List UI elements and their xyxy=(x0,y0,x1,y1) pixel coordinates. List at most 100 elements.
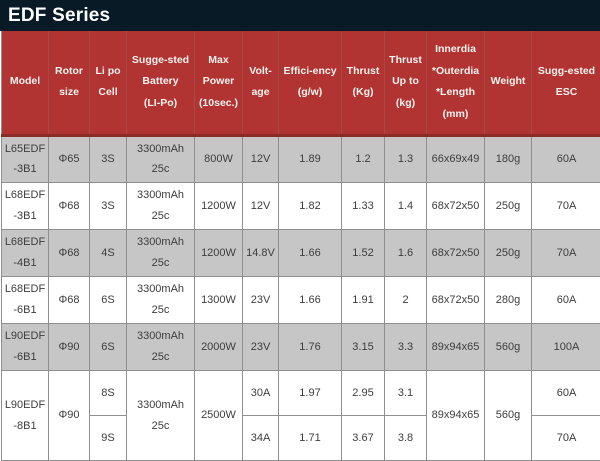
cell-thrust: 1.91 xyxy=(341,276,385,325)
cell-lipo-cell: 4S xyxy=(89,229,127,278)
cell-battery: 3300mAh 25c xyxy=(126,229,195,278)
cell-lipo-cell: 3S xyxy=(89,182,127,231)
table-row: L68EDF -4B1 Φ68 4S 3300mAh 25c 1200W 14.… xyxy=(1,229,600,278)
cell-max-power: 1300W xyxy=(194,276,243,325)
header-row: Model Rotor size Li po Cell Sugge-sted B… xyxy=(1,31,600,137)
column-header-suggested-esc: Sugg-ested ESC xyxy=(531,31,600,137)
cell-max-power: 2500W xyxy=(194,370,243,461)
cell-thrust: 1.33 xyxy=(341,182,385,231)
cell-weight: 560g xyxy=(484,323,532,372)
cell-battery: 3300mAh 25c xyxy=(126,276,195,325)
cell-rotor-size: Φ90 xyxy=(48,323,90,372)
cell-voltage: 14.8V xyxy=(242,229,279,278)
table-sub-row: L90EDF -8B1 Φ90 8S 3300mAh 25c 2500W 30A… xyxy=(1,370,600,461)
cell-esc: 60A xyxy=(531,276,600,325)
cell-battery: 3300mAh 25c xyxy=(126,370,195,461)
cell-model: L65EDF -3B1 xyxy=(1,134,49,184)
cell-rotor-size: Φ68 xyxy=(48,229,90,278)
cell-thrust-up-to: 3.3 xyxy=(384,323,427,372)
cell-lipo-cell: 9S xyxy=(89,415,127,461)
cell-thrust-up-to: 3.1 xyxy=(384,370,427,417)
cell-weight: 250g xyxy=(484,182,532,231)
cell-lipo-cell: 6S xyxy=(89,276,127,325)
cell-dimensions: 68x72x50 xyxy=(426,276,485,325)
table-row: L65EDF -3B1 Φ65 3S 3300mAh 25c 800W 12V … xyxy=(1,134,600,184)
cell-esc: 70A xyxy=(531,229,600,278)
cell-thrust-up-to: 1.6 xyxy=(384,229,427,278)
cell-voltage: 12V xyxy=(242,182,279,231)
cell-rotor-size: Φ68 xyxy=(48,276,90,325)
cell-esc: 60A xyxy=(531,370,600,417)
cell-dimensions: 68x72x50 xyxy=(426,182,485,231)
cell-esc: 60A xyxy=(531,134,600,184)
cell-thrust: 1.52 xyxy=(341,229,385,278)
cell-efficiency: 1.71 xyxy=(278,415,342,461)
column-header-efficiency: Effici-ency (g/w) xyxy=(278,31,342,137)
cell-dimensions: 89x94x65 xyxy=(426,323,485,372)
cell-voltage: 23V xyxy=(242,323,279,372)
cell-weight: 280g xyxy=(484,276,532,325)
cell-thrust: 2.95 xyxy=(341,370,385,417)
cell-voltage: 30A xyxy=(242,370,279,417)
cell-voltage: 23V xyxy=(242,276,279,325)
column-header-thrust-up-to: Thrust Up to (kg) xyxy=(384,31,427,137)
cell-battery: 3300mAh 25c xyxy=(126,134,195,184)
cell-efficiency: 1.66 xyxy=(278,276,342,325)
column-header-max-power: Max Power (10sec.) xyxy=(194,31,243,137)
cell-weight: 250g xyxy=(484,229,532,278)
cell-max-power: 1200W xyxy=(194,229,243,278)
column-header-rotor-size: Rotor size xyxy=(48,31,90,137)
cell-thrust-up-to: 3.8 xyxy=(384,415,427,461)
column-header-dimensions: Innerdia *Outerdia *Length (mm) xyxy=(426,31,485,137)
edf-series-spec-table: Model Rotor size Li po Cell Sugge-sted B… xyxy=(1,31,600,461)
cell-dimensions: 89x94x65 xyxy=(426,370,485,461)
cell-lipo-cell: 6S xyxy=(89,323,127,372)
cell-rotor-size: Φ90 xyxy=(48,370,90,461)
cell-lipo-cell: 3S xyxy=(89,134,127,184)
cell-efficiency: 1.76 xyxy=(278,323,342,372)
column-header-weight: Weight xyxy=(484,31,532,137)
cell-battery: 3300mAh 25c xyxy=(126,323,195,372)
cell-rotor-size: Φ68 xyxy=(48,182,90,231)
cell-lipo-cell: 8S xyxy=(89,370,127,417)
column-header-model: Model xyxy=(1,31,49,137)
cell-model: L68EDF -3B1 xyxy=(1,182,49,231)
cell-dimensions: 66x69x49 xyxy=(426,134,485,184)
cell-thrust: 3.15 xyxy=(341,323,385,372)
title-bar: EDF Series xyxy=(0,0,600,31)
cell-thrust: 1.2 xyxy=(341,134,385,184)
table-row: L68EDF -3B1 Φ68 3S 3300mAh 25c 1200W 12V… xyxy=(1,182,600,231)
cell-dimensions: 68x72x50 xyxy=(426,229,485,278)
cell-voltage: 34A xyxy=(242,415,279,461)
cell-battery: 3300mAh 25c xyxy=(126,182,195,231)
cell-thrust-up-to: 1.4 xyxy=(384,182,427,231)
table-row: L90EDF -6B1 Φ90 6S 3300mAh 25c 2000W 23V… xyxy=(1,323,600,372)
cell-esc: 70A xyxy=(531,182,600,231)
table-row: L68EDF -6B1 Φ68 6S 3300mAh 25c 1300W 23V… xyxy=(1,276,600,325)
column-header-suggested-battery: Sugge-sted Battery (LI-Po) xyxy=(126,31,195,137)
cell-esc: 100A xyxy=(531,323,600,372)
cell-efficiency: 1.66 xyxy=(278,229,342,278)
cell-max-power: 1200W xyxy=(194,182,243,231)
cell-thrust-up-to: 2 xyxy=(384,276,427,325)
cell-esc: 70A xyxy=(531,415,600,461)
cell-rotor-size: Φ65 xyxy=(48,134,90,184)
cell-model: L68EDF -4B1 xyxy=(1,229,49,278)
column-header-voltage: Volt- age xyxy=(242,31,279,137)
cell-voltage: 12V xyxy=(242,134,279,184)
cell-thrust-up-to: 1.3 xyxy=(384,134,427,184)
cell-max-power: 2000W xyxy=(194,323,243,372)
table-sub-row: 9S 34A 1.71 3.67 3.8 70A xyxy=(2,415,600,461)
cell-efficiency: 1.82 xyxy=(278,182,342,231)
cell-model: L90EDF -8B1 xyxy=(1,370,49,461)
cell-thrust: 3.67 xyxy=(341,415,385,461)
cell-efficiency: 1.89 xyxy=(278,134,342,184)
cell-weight: 560g xyxy=(484,370,532,461)
cell-model: L68EDF -6B1 xyxy=(1,276,49,325)
cell-max-power: 800W xyxy=(194,134,243,184)
table-header: Model Rotor size Li po Cell Sugge-sted B… xyxy=(1,31,600,137)
cell-weight: 180g xyxy=(484,134,532,184)
page-title: EDF Series xyxy=(8,4,111,26)
column-header-lipo-cell: Li po Cell xyxy=(89,31,127,137)
